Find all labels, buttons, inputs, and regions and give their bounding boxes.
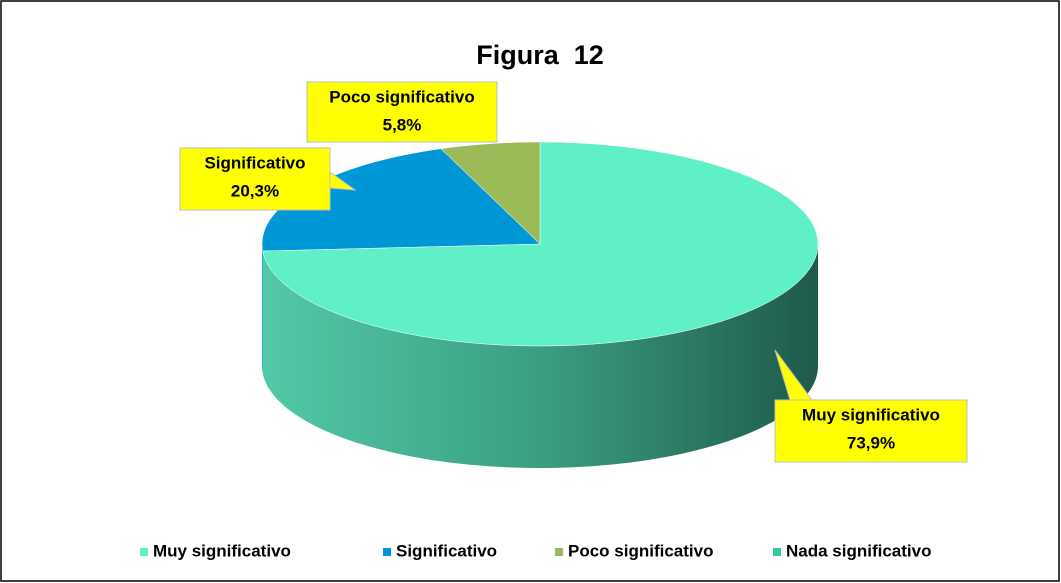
legend-label: Muy significativo — [153, 541, 291, 560]
legend-marker — [140, 548, 148, 556]
data-label-name: Significativo — [204, 153, 305, 172]
data-label-pointer — [774, 349, 813, 401]
slice-side — [262, 244, 818, 468]
data-label-name: Poco significativo — [329, 87, 474, 106]
legend-marker — [383, 548, 391, 556]
data-label-box — [306, 81, 498, 143]
slice-side — [262, 244, 263, 373]
data-label: 5,8% — [383, 115, 422, 134]
legend-label: Significativo — [396, 541, 497, 560]
legend-label: Nada significativo — [786, 541, 931, 560]
data-label: 73,9% — [847, 433, 895, 452]
chart-title: Figura 12 — [476, 40, 604, 70]
data-label-name: Muy significativo — [802, 405, 940, 424]
slice — [440, 141, 541, 245]
legend-marker — [773, 548, 781, 556]
data-label-box — [774, 399, 968, 463]
legend-label: Poco significativo — [568, 541, 713, 560]
data-label: 20,3% — [231, 181, 279, 200]
data-label-pointer — [329, 171, 357, 191]
legend-marker — [555, 548, 563, 556]
